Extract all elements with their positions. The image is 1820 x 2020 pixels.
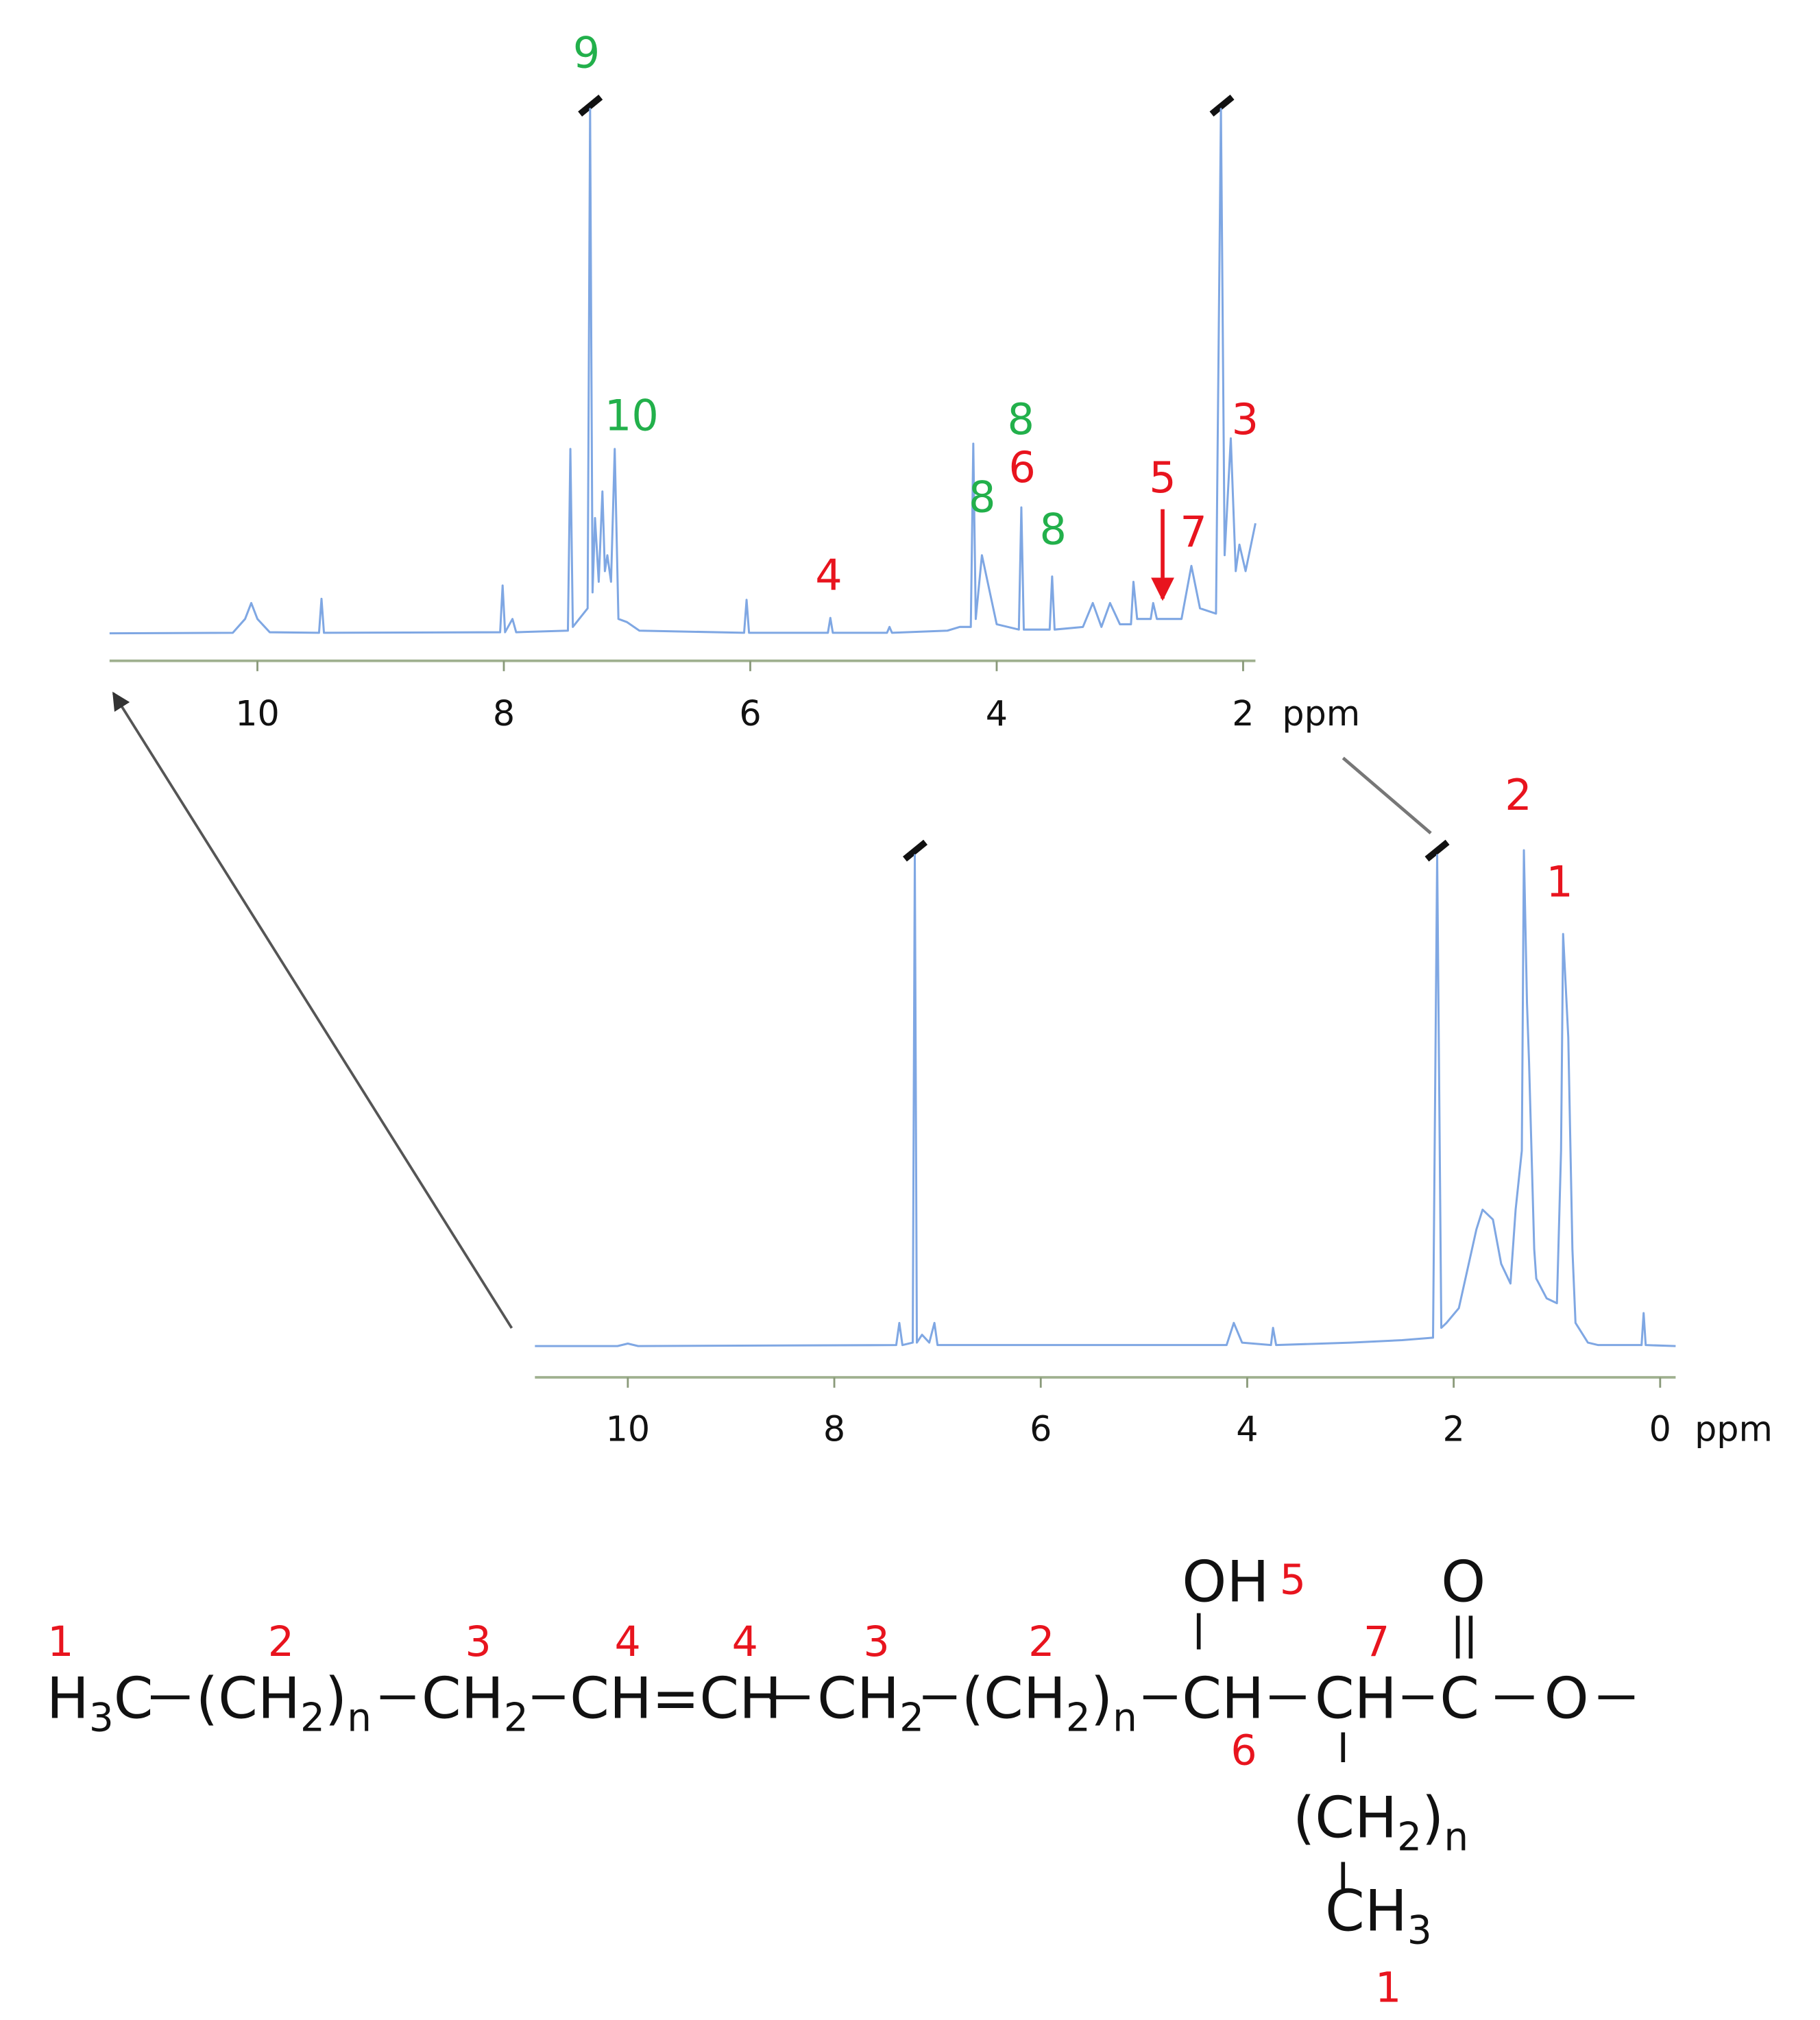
subscript: n	[1113, 1696, 1137, 1740]
subscript: 2	[1397, 1815, 1422, 1860]
formula-text: CH	[817, 1666, 899, 1732]
formula-group: CH2	[817, 1666, 924, 1741]
subscript: 2	[504, 1696, 529, 1740]
x-tick-label: 6	[1030, 1409, 1052, 1450]
break-mark	[1209, 95, 1235, 117]
subscript: 2	[899, 1696, 924, 1740]
x-tick-label: 4	[1236, 1409, 1258, 1450]
formula-text: CH=CH	[570, 1666, 781, 1732]
subscript: 2	[1066, 1696, 1091, 1740]
formula-group: O	[1544, 1666, 1589, 1732]
peak-annotation: 8	[969, 472, 995, 522]
subscript: n	[347, 1696, 372, 1740]
peak-annotation: 8	[1039, 505, 1066, 555]
formula-text: H	[47, 1666, 89, 1732]
x-tick-label: 2	[1442, 1409, 1464, 1450]
break-mark	[1424, 839, 1450, 862]
position-number: 2	[1028, 1618, 1054, 1666]
position-number: 5	[1280, 1556, 1306, 1604]
formula-text: O	[1441, 1548, 1485, 1615]
subscript: 3	[89, 1696, 114, 1740]
x-tick-label: 10	[235, 694, 280, 734]
position-number: 6	[1230, 1727, 1257, 1775]
peak-annotation: 3	[1232, 394, 1259, 444]
formula-group: H3C	[47, 1666, 154, 1741]
formula-group: CH	[1182, 1666, 1264, 1732]
x-tick-label: 6	[739, 694, 761, 734]
break-mark	[578, 95, 603, 117]
formula-text: (CH	[962, 1666, 1066, 1732]
formula-group: (CH2)n	[196, 1666, 372, 1741]
formula-text: CH	[422, 1666, 504, 1732]
peak-annotation: 4	[815, 550, 842, 600]
formula-text: CH	[1315, 1666, 1397, 1732]
formula-group: CH	[1315, 1666, 1397, 1732]
subscript: n	[1444, 1815, 1468, 1860]
subscript: 3	[1407, 1908, 1432, 1953]
spectrum-line	[535, 849, 1676, 1347]
x-tick-label: 0	[1649, 1409, 1671, 1450]
bonds	[150, 1613, 1635, 1890]
formula-text: )	[325, 1666, 347, 1732]
peak-annotation: 10	[605, 390, 659, 440]
x-axis-unit: ppm	[1695, 1409, 1773, 1450]
formula-group: O	[1441, 1548, 1485, 1615]
formula-group: (CH2)n	[962, 1666, 1137, 1741]
formula-text: (CH	[1293, 1784, 1397, 1851]
spectrum-line	[109, 108, 1257, 635]
x-axis-unit: ppm	[1282, 694, 1360, 734]
position-number: 2	[268, 1618, 294, 1666]
position-number: 4	[615, 1618, 641, 1666]
subscript: 2	[300, 1696, 325, 1740]
formula-text: )	[1091, 1666, 1113, 1732]
peak-annotation: 8	[1007, 394, 1034, 444]
position-number: 1	[47, 1618, 73, 1666]
x-tick-label: 8	[493, 694, 515, 734]
x-tick-label: 4	[986, 694, 1008, 734]
x-tick-label: 8	[823, 1409, 845, 1450]
zoom-arrow	[112, 691, 513, 1329]
formula-group: CH2	[422, 1666, 529, 1741]
peak-annotation: 6	[1008, 442, 1035, 492]
peak-annotation: 5	[1149, 453, 1176, 503]
formula-text: OH	[1182, 1548, 1269, 1615]
formula-text: C	[1440, 1666, 1479, 1732]
position-number: 4	[732, 1618, 758, 1666]
x-tick-label: 10	[606, 1409, 651, 1450]
peak-annotation: 9	[573, 27, 600, 77]
peak-annotation: 2	[1505, 770, 1531, 820]
peak-annotation: 1	[1546, 857, 1573, 907]
formula-group: CH=CH	[570, 1666, 781, 1732]
formula-text: CH	[1182, 1666, 1264, 1732]
position-number: 7	[1363, 1618, 1390, 1666]
position-number: 1	[1375, 1964, 1401, 2012]
formula-group: (CH2)n	[1293, 1784, 1468, 1860]
zoom-connector	[1342, 756, 1432, 834]
formula-text: C	[114, 1666, 154, 1732]
formula-text: )	[1422, 1784, 1444, 1851]
formula-text: (CH	[196, 1666, 300, 1732]
formula-text: CH	[1325, 1877, 1407, 1944]
formula-text: O	[1544, 1666, 1589, 1732]
formula-group: OH	[1182, 1548, 1269, 1615]
formula-group: C	[1440, 1666, 1479, 1732]
position-number: 3	[465, 1618, 491, 1666]
peak-annotation: 7	[1180, 507, 1206, 557]
formula-group: CH3	[1325, 1877, 1432, 1953]
break-mark	[903, 839, 928, 862]
position-number: 3	[863, 1618, 889, 1666]
x-tick-label: 2	[1232, 694, 1254, 734]
